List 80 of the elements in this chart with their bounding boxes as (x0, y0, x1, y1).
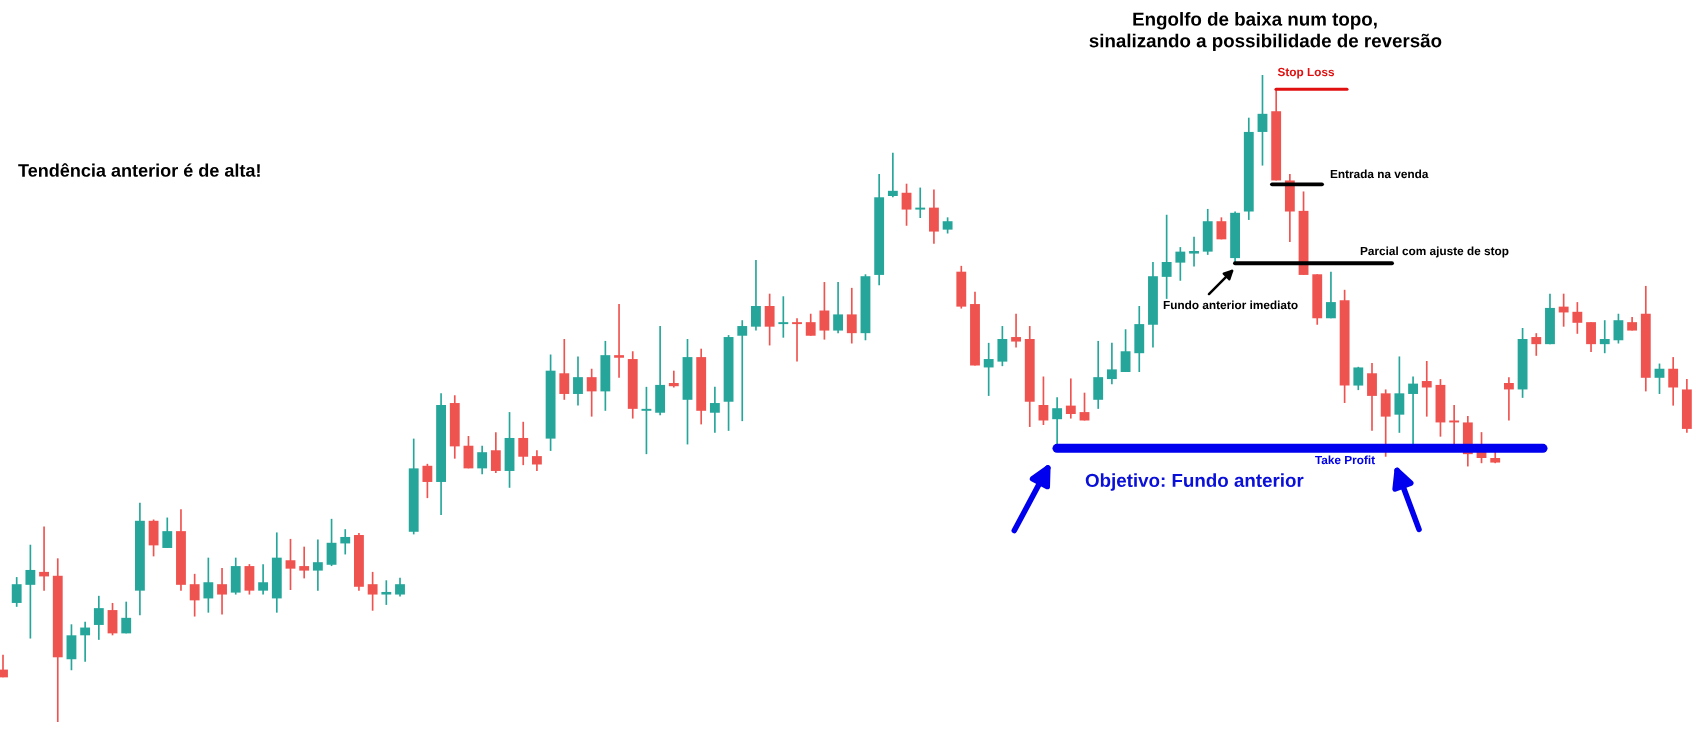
candlestick (887, 151, 898, 199)
candlestick (203, 556, 214, 614)
candlestick (1175, 246, 1186, 282)
candlestick (1065, 377, 1076, 420)
candlestick (1408, 375, 1418, 446)
candlestick (1531, 332, 1542, 357)
candlestick (586, 367, 597, 418)
candlestick (668, 369, 679, 389)
candlestick (1572, 301, 1583, 335)
candlestick (93, 595, 104, 641)
candlestick (340, 528, 351, 556)
ref-line-label: Parcial com ajuste de stop (1360, 246, 1509, 258)
candlestick (1011, 312, 1021, 349)
chart-title: Engolfo de baixa num topo, sinalizando a possibilidade de reversão (1089, 12, 1442, 52)
candlestick (326, 518, 337, 567)
candlestick (751, 259, 761, 332)
candlestick (162, 516, 173, 549)
candlestick (1093, 340, 1104, 410)
candlestick (531, 449, 542, 472)
candlestick (805, 312, 816, 337)
ref-line-label: Take Profit (1315, 455, 1375, 465)
candlestick (846, 287, 857, 345)
annotation: Tendência anterior é de alta! (18, 163, 260, 177)
candlestick (792, 317, 802, 363)
candlestick (422, 463, 433, 499)
candlestick (614, 303, 624, 379)
candlestick (80, 620, 91, 663)
candlestick (1380, 388, 1391, 458)
candlestick (107, 602, 118, 637)
candlestick (490, 431, 501, 474)
candlestick (641, 386, 652, 455)
candlestick (737, 319, 748, 422)
candlestick (1503, 376, 1514, 422)
candlestick (1120, 328, 1131, 373)
candlestick (1161, 213, 1172, 300)
candlestick (778, 295, 789, 339)
candlestick (1449, 404, 1460, 446)
candlestick (1599, 319, 1610, 355)
candlestick (819, 281, 830, 341)
candlestick (1189, 235, 1199, 268)
candlestick (1052, 396, 1063, 446)
candlestick (1654, 362, 1665, 395)
ref-line-label: Entrada na venda (1330, 169, 1429, 179)
candlestick (1106, 342, 1117, 386)
candlestick (997, 325, 1008, 367)
candlestick (833, 281, 844, 334)
ref-line-label: Stop Loss (1277, 67, 1335, 79)
candlestick (1326, 270, 1336, 320)
candlestick (395, 576, 405, 598)
candlestick (189, 573, 200, 618)
candlestick (11, 576, 22, 608)
candlestick (709, 386, 720, 434)
candlestick (217, 567, 227, 616)
candlestick (66, 623, 77, 672)
candlestick (285, 538, 296, 591)
candlestick (764, 292, 775, 347)
candlestick (381, 579, 392, 606)
candlestick (1394, 355, 1405, 434)
candlestick (121, 600, 132, 635)
candlestick (518, 420, 529, 466)
candlestick (299, 545, 310, 580)
candlestick (25, 543, 36, 640)
candlestick (983, 342, 994, 397)
candlestick (1586, 321, 1596, 353)
candlestick (573, 355, 583, 407)
candlestick (312, 538, 323, 592)
annotation: Fundo anterior imediato (1163, 300, 1298, 310)
annotation: Objetivo: Fundo anterior (1085, 473, 1304, 491)
candlestick (928, 188, 939, 245)
candlestick (1421, 360, 1432, 418)
candlestick (1257, 74, 1268, 167)
candlestick (1613, 312, 1624, 345)
candlestick (559, 338, 570, 401)
candlestick (915, 186, 926, 219)
candlestick (1367, 362, 1377, 432)
candlestick (901, 182, 912, 227)
candlestick (258, 563, 269, 596)
candlestick (477, 444, 488, 476)
candlestick (367, 571, 378, 612)
candlestick (1668, 356, 1679, 407)
